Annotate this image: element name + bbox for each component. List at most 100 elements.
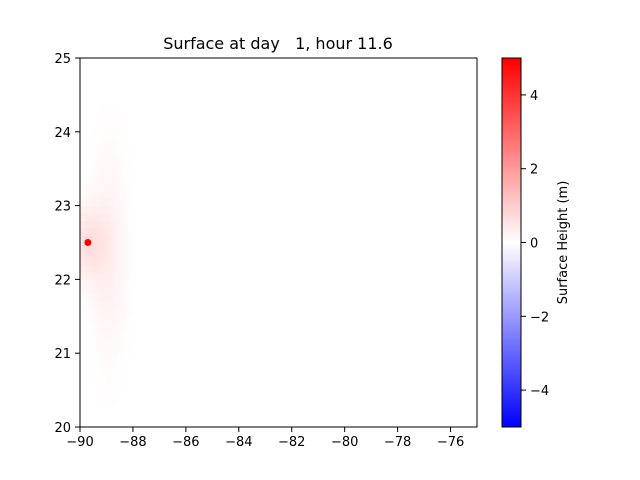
heatmap-cell (103, 109, 108, 118)
heatmap-cell (127, 168, 131, 177)
heatmap-cell (109, 109, 113, 118)
heatmap-cell (114, 168, 118, 177)
heatmap-cell (109, 264, 113, 273)
heatmap-cell (124, 323, 129, 332)
heatmap-cell (98, 190, 102, 199)
x-tick-label: −90 (66, 435, 93, 450)
heatmap-cell (95, 272, 100, 280)
colorbar-tick-label: 0 (530, 237, 538, 252)
heatmap-cell (103, 294, 108, 303)
heatmap-cell (119, 176, 123, 185)
heatmap-cell (93, 205, 97, 214)
heatmap-cell (109, 205, 113, 214)
heatmap-cell (93, 183, 97, 192)
heatmap-cell (90, 205, 94, 214)
heatmap-cell (124, 242, 129, 251)
heatmap-cell (103, 146, 108, 155)
heatmap-cell (87, 301, 92, 310)
heatmap-cell (119, 331, 123, 340)
heatmap-cell (90, 227, 94, 236)
heatmap-cell (111, 397, 116, 406)
heatmap-cell (124, 331, 129, 340)
heatmap-cell (106, 308, 110, 317)
heatmap-cell (101, 139, 105, 148)
colorbar-tick-label: −2 (530, 310, 549, 325)
heatmap-cell (103, 176, 108, 185)
heatmap-cell (130, 235, 134, 244)
heatmap-cell (80, 279, 84, 288)
heatmap-cell (87, 257, 92, 266)
heatmap-cell (122, 227, 126, 236)
heatmap-cell (114, 294, 118, 303)
heatmap-cell (98, 353, 102, 362)
heatmap-cell (98, 294, 102, 303)
heatmap-cell (90, 272, 94, 280)
heatmap-cell (106, 117, 110, 126)
heatmap-cell (93, 198, 97, 207)
heatmap-cell (85, 331, 89, 340)
heatmap-cell (93, 146, 97, 155)
heatmap-cell (87, 338, 92, 347)
heatmap-cell (85, 183, 89, 192)
heatmap-cell (106, 235, 110, 244)
y-tick-label: 23 (54, 200, 71, 215)
heatmap-cell (90, 153, 94, 162)
heatmap-cell (90, 338, 94, 347)
heatmap-cell (117, 168, 121, 177)
heatmap-cell (111, 212, 116, 221)
heatmap-cell (109, 168, 113, 177)
heatmap-cell (103, 235, 108, 244)
colorbar-tick-label: 2 (530, 163, 538, 178)
heatmap-cell (119, 146, 123, 155)
heatmap-cell (93, 375, 97, 384)
heatmap-cell (80, 257, 84, 266)
heatmap-cell (109, 279, 113, 288)
heatmap-cell (101, 227, 105, 236)
heatmap-cell (122, 139, 126, 148)
heatmap-cell (109, 249, 113, 258)
heatmap-cell (87, 279, 92, 288)
heatmap-cell (106, 139, 110, 148)
heatmap-cell (119, 249, 123, 258)
heatmap-cell (85, 279, 89, 288)
heatmap-cell (103, 331, 108, 340)
heatmap-cell (109, 124, 113, 133)
y-tick-label: 22 (54, 273, 71, 288)
heatmap-cell (98, 382, 102, 391)
heatmap-cell (132, 242, 137, 251)
heatmap-cell (103, 161, 108, 170)
heatmap-cell (109, 308, 113, 317)
heatmap-cell (93, 212, 97, 221)
heatmap-cell (114, 360, 118, 369)
heatmap-cell (95, 205, 100, 214)
heatmap-cell (117, 249, 121, 258)
heatmap-cell (111, 367, 116, 376)
heatmap-cell (98, 360, 102, 369)
heatmap-cell (109, 190, 113, 199)
heatmap-cell (90, 212, 94, 221)
x-axis: −90 −88 −86 −84 −82 −80 −78 −76 (66, 427, 464, 450)
heatmap-cell (111, 109, 116, 118)
heatmap-cell (111, 316, 116, 325)
heatmap-cell (124, 131, 129, 140)
heatmap-cell (80, 235, 84, 244)
heatmap-cell (124, 345, 129, 354)
heatmap-cell (103, 124, 108, 133)
heatmap-cell (95, 375, 100, 384)
heatmap-cell (127, 345, 131, 354)
heatmap-cell (93, 124, 97, 133)
y-axis: 20 21 22 23 24 25 (54, 52, 80, 436)
heatmap-cell (114, 146, 118, 155)
heatmap-cell (95, 294, 100, 303)
heatmap-cell (119, 161, 123, 170)
heatmap-cell (80, 176, 84, 185)
heatmap-cell (111, 257, 116, 266)
heatmap-cell (127, 183, 131, 192)
heatmap-cell (109, 375, 113, 384)
heatmap-cell (103, 316, 108, 325)
heatmap-cell (114, 227, 118, 236)
heatmap-cell (98, 249, 102, 258)
heatmap-cell (103, 301, 108, 310)
heatmap-cell (85, 323, 89, 332)
heatmap-cell (111, 308, 116, 317)
